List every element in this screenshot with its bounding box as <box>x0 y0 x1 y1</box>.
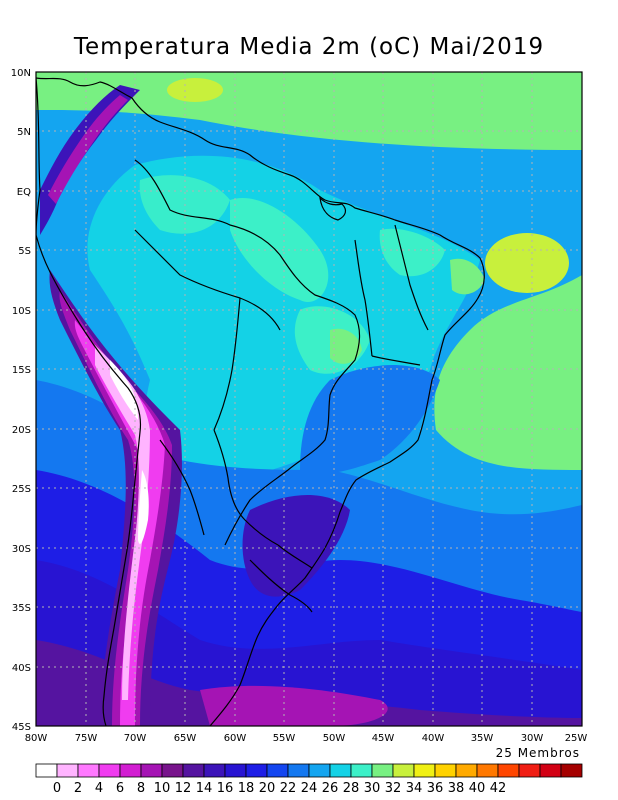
colorbar-label: 8 <box>137 781 145 796</box>
colorbar-label: 38 <box>448 781 465 796</box>
lon-label: 55W <box>273 733 296 744</box>
colorbar-label: 18 <box>238 781 255 796</box>
lat-label: EQ <box>17 187 31 198</box>
lon-label: 75W <box>75 733 98 744</box>
colorbar-label: 20 <box>259 781 276 796</box>
colorbar-label: 42 <box>490 781 507 796</box>
lat-label: 35S <box>12 603 31 614</box>
colorbar-swatch <box>497 763 520 778</box>
colorbar-swatch <box>539 763 562 778</box>
colorbar-label: 36 <box>427 781 444 796</box>
colorbar-swatch <box>455 763 478 778</box>
lon-axis: 80W 75W 70W 65W 60W 55W 50W 45W 40W 35W … <box>25 733 588 744</box>
colorbar-swatch <box>245 763 268 778</box>
lat-label: 10N <box>11 68 31 79</box>
lon-label: 35W <box>471 733 494 744</box>
colorbar <box>35 763 583 778</box>
colorbar-swatch <box>308 763 331 778</box>
colorbar-label: 40 <box>469 781 486 796</box>
colorbar-swatch <box>203 763 226 778</box>
lon-label: 50W <box>323 733 346 744</box>
colorbar-swatch <box>329 763 352 778</box>
lon-label: 70W <box>124 733 147 744</box>
colorbar-swatch <box>371 763 394 778</box>
lat-label: 40S <box>12 663 31 674</box>
lon-label: 45W <box>372 733 395 744</box>
lon-label: 30W <box>521 733 544 744</box>
temperature-field <box>36 72 582 726</box>
lat-label: 45S <box>12 722 31 733</box>
colorbar-swatch <box>518 763 541 778</box>
colorbar-swatch <box>35 763 58 778</box>
lat-label: 5N <box>17 127 31 138</box>
lat-label: 20S <box>12 425 31 436</box>
colorbar-label: 2 <box>74 781 82 796</box>
colorbar-swatch <box>140 763 163 778</box>
coastlines <box>36 77 485 726</box>
colorbar-label: 10 <box>154 781 171 796</box>
colorbar-swatch <box>56 763 79 778</box>
colorbar-label: 30 <box>364 781 381 796</box>
lat-label: 10S <box>12 306 31 317</box>
colorbar-label: 34 <box>406 781 423 796</box>
lat-label: 25S <box>12 484 31 495</box>
colorbar-swatch <box>413 763 436 778</box>
colorbar-swatch <box>119 763 142 778</box>
members-label: 25 Membros <box>496 746 580 760</box>
colorbar-label: 0 <box>53 781 61 796</box>
colorbar-label: 14 <box>196 781 213 796</box>
colorbar-label: 32 <box>385 781 402 796</box>
map-frame <box>35 71 583 727</box>
colorbar-label: 22 <box>280 781 297 796</box>
colorbar-swatch <box>77 763 100 778</box>
colorbar-swatch <box>161 763 184 778</box>
colorbar-label: 24 <box>301 781 318 796</box>
lon-label: 60W <box>224 733 247 744</box>
lon-label: 80W <box>25 733 48 744</box>
colorbar-swatch <box>434 763 457 778</box>
colorbar-swatch <box>560 763 583 778</box>
lon-label: 25W <box>565 733 588 744</box>
colorbar-swatch <box>350 763 373 778</box>
colorbar-label: 28 <box>343 781 360 796</box>
colorbar-label: 26 <box>322 781 339 796</box>
colorbar-label: 6 <box>116 781 124 796</box>
map-title: Temperatura Media 2m (oC) Mai/2019 <box>73 34 545 60</box>
lat-label: 5S <box>18 246 31 257</box>
lat-axis: 10N 5N EQ 5S 10S 15S 20S 25S 30S 35S 40S… <box>11 68 31 733</box>
lat-label: 15S <box>12 365 31 376</box>
colorbar-label: 12 <box>175 781 192 796</box>
colorbar-swatch <box>182 763 205 778</box>
colorbar-swatch <box>392 763 415 778</box>
colorbar-swatch <box>287 763 310 778</box>
colorbar-swatch <box>266 763 289 778</box>
colorbar-swatch <box>224 763 247 778</box>
colorbar-label: 16 <box>217 781 234 796</box>
colorbar-swatch <box>476 763 499 778</box>
colorbar-labels: 0 2 4 6 8 10 12 14 16 18 20 22 24 26 28 30 32 34 36 38 40 42 <box>53 781 506 796</box>
colorbar-label: 4 <box>95 781 103 796</box>
colorbar-swatch <box>98 763 121 778</box>
lat-label: 30S <box>12 544 31 555</box>
lon-label: 40W <box>422 733 445 744</box>
lon-label: 65W <box>174 733 197 744</box>
